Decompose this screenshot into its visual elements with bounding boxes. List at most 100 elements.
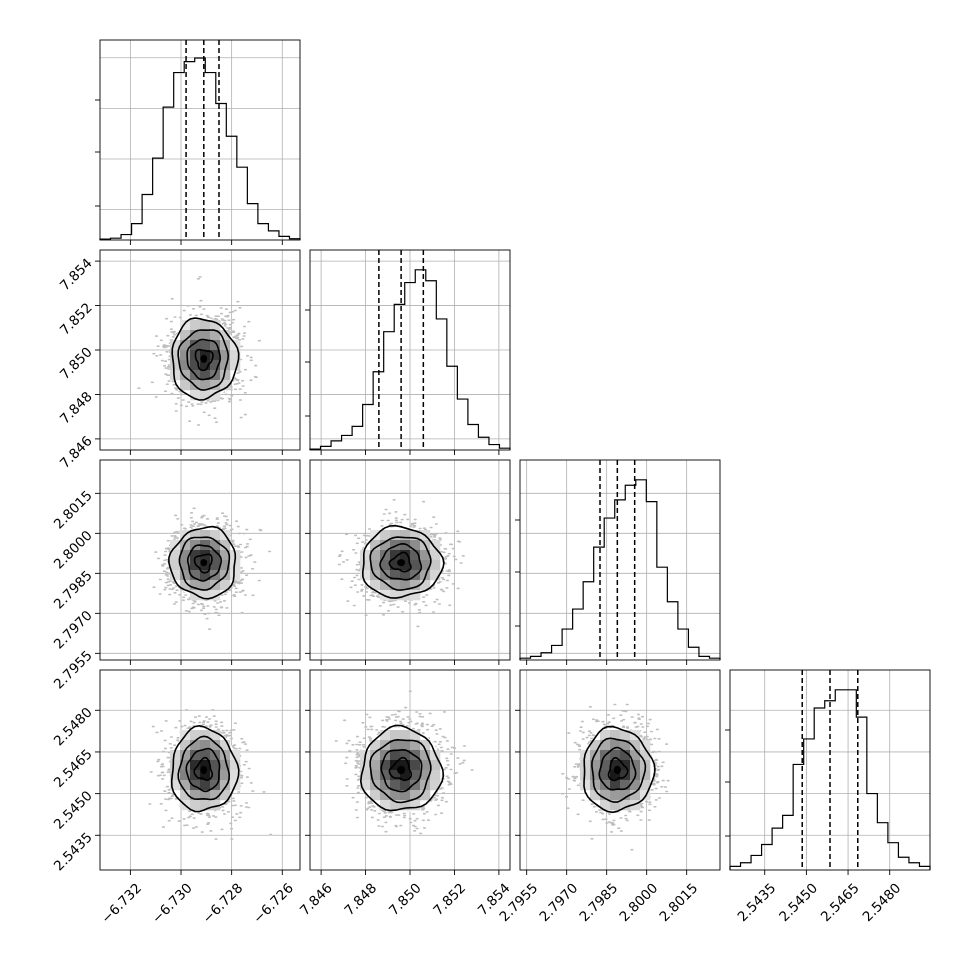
- density-cell: [190, 760, 201, 771]
- axes-frame: [99, 459, 301, 661]
- density-cell: [200, 320, 211, 331]
- axes-frame: [309, 459, 511, 661]
- density-cell: [220, 350, 231, 361]
- density-cell: [210, 800, 221, 811]
- density-cell: [170, 370, 181, 381]
- x-tick-label: −6.726: [250, 880, 297, 927]
- axes-frame: [729, 669, 931, 871]
- density-cell: [190, 580, 201, 591]
- density-cell: [420, 550, 431, 561]
- density-cell: [380, 770, 391, 781]
- density-cell: [200, 760, 211, 771]
- density-cell: [640, 750, 651, 761]
- density-cell: [390, 730, 401, 741]
- density-cell: [600, 800, 611, 811]
- y-tick-label: 2.7970: [51, 608, 96, 653]
- density-cell: [610, 730, 621, 741]
- density-cell: [640, 740, 651, 751]
- density-cell: [210, 380, 221, 391]
- density-cell: [590, 740, 601, 751]
- density-cell: [190, 800, 201, 811]
- x-tick-label: −6.730: [149, 880, 196, 927]
- density-cell: [400, 540, 411, 551]
- density-cell: [210, 360, 221, 371]
- density-cell: [230, 350, 241, 361]
- density-cell: [630, 800, 641, 811]
- density-cell: [410, 740, 421, 751]
- density-cell: [230, 570, 241, 581]
- y-tick-label: 2.8015: [51, 488, 96, 533]
- contour-line: [607, 757, 629, 782]
- density-cell: [360, 570, 371, 581]
- contour-line: [598, 746, 637, 791]
- density-cell: [380, 580, 391, 591]
- density-cell: [360, 760, 371, 771]
- contour-line: [591, 737, 647, 803]
- density-cell: [420, 580, 431, 591]
- density-cell: [170, 750, 181, 761]
- density-cell: [600, 770, 611, 781]
- density-core: [613, 765, 621, 775]
- density-cell: [180, 330, 191, 341]
- y-tick-label: 2.5450: [51, 788, 96, 833]
- density-cell: [390, 790, 401, 801]
- density-cell: [220, 370, 231, 381]
- density-cell: [400, 800, 411, 811]
- density-cell: [430, 560, 441, 571]
- density-cell: [420, 770, 431, 781]
- histogram-step: [519, 479, 721, 660]
- density-cell: [230, 760, 241, 771]
- density-cell: [220, 790, 231, 801]
- density-cell: [190, 560, 201, 571]
- density-cell: [210, 590, 221, 601]
- density-cell: [610, 740, 621, 751]
- density-cell: [410, 560, 421, 571]
- density-cell: [180, 790, 191, 801]
- density-cell: [390, 540, 401, 551]
- density-cell: [200, 380, 211, 391]
- density-cell: [200, 390, 211, 401]
- density-cell: [390, 530, 401, 541]
- density-cell: [620, 750, 631, 761]
- density-cell: [590, 760, 601, 771]
- y-tick-label: 2.8000: [51, 528, 96, 573]
- axes-frame: [309, 249, 511, 451]
- density-cell: [400, 530, 411, 541]
- density-cell: [230, 770, 241, 781]
- density-cell: [190, 340, 201, 351]
- density-cell: [590, 790, 601, 801]
- density-cell: [380, 530, 391, 541]
- density-cell: [390, 560, 401, 571]
- scatter-panel-1-4: [95, 669, 301, 875]
- x-tick-label: −6.728: [200, 880, 247, 927]
- x-tick-label: 2.5435: [735, 880, 780, 925]
- density-cell: [380, 790, 391, 801]
- density-cell: [210, 320, 221, 331]
- density-cell: [210, 760, 221, 771]
- density-cell: [220, 780, 231, 791]
- density-cell: [190, 740, 201, 751]
- contour-line: [177, 735, 231, 801]
- density-cell: [400, 780, 411, 791]
- density-cell: [200, 370, 211, 381]
- y-tick-label: 2.7955: [51, 648, 96, 693]
- density-cell: [230, 360, 241, 371]
- axes-frame: [309, 669, 511, 871]
- density-cell: [370, 540, 381, 551]
- density-cell: [370, 560, 381, 571]
- x-tick-label: 7.848: [342, 880, 381, 919]
- density-cell: [230, 750, 241, 761]
- contour-line: [361, 524, 445, 599]
- axes-frame: [519, 459, 721, 661]
- x-tick-label: 2.5480: [860, 880, 905, 925]
- density-cell: [370, 740, 381, 751]
- density-cell: [410, 550, 421, 561]
- density-cell: [360, 780, 371, 791]
- density-cell: [200, 790, 211, 801]
- axes-frame: [99, 39, 301, 241]
- density-cell: [400, 570, 411, 581]
- x-tick-label: 7.846: [297, 880, 336, 919]
- axes-frame: [99, 249, 301, 451]
- density-cell: [390, 770, 401, 781]
